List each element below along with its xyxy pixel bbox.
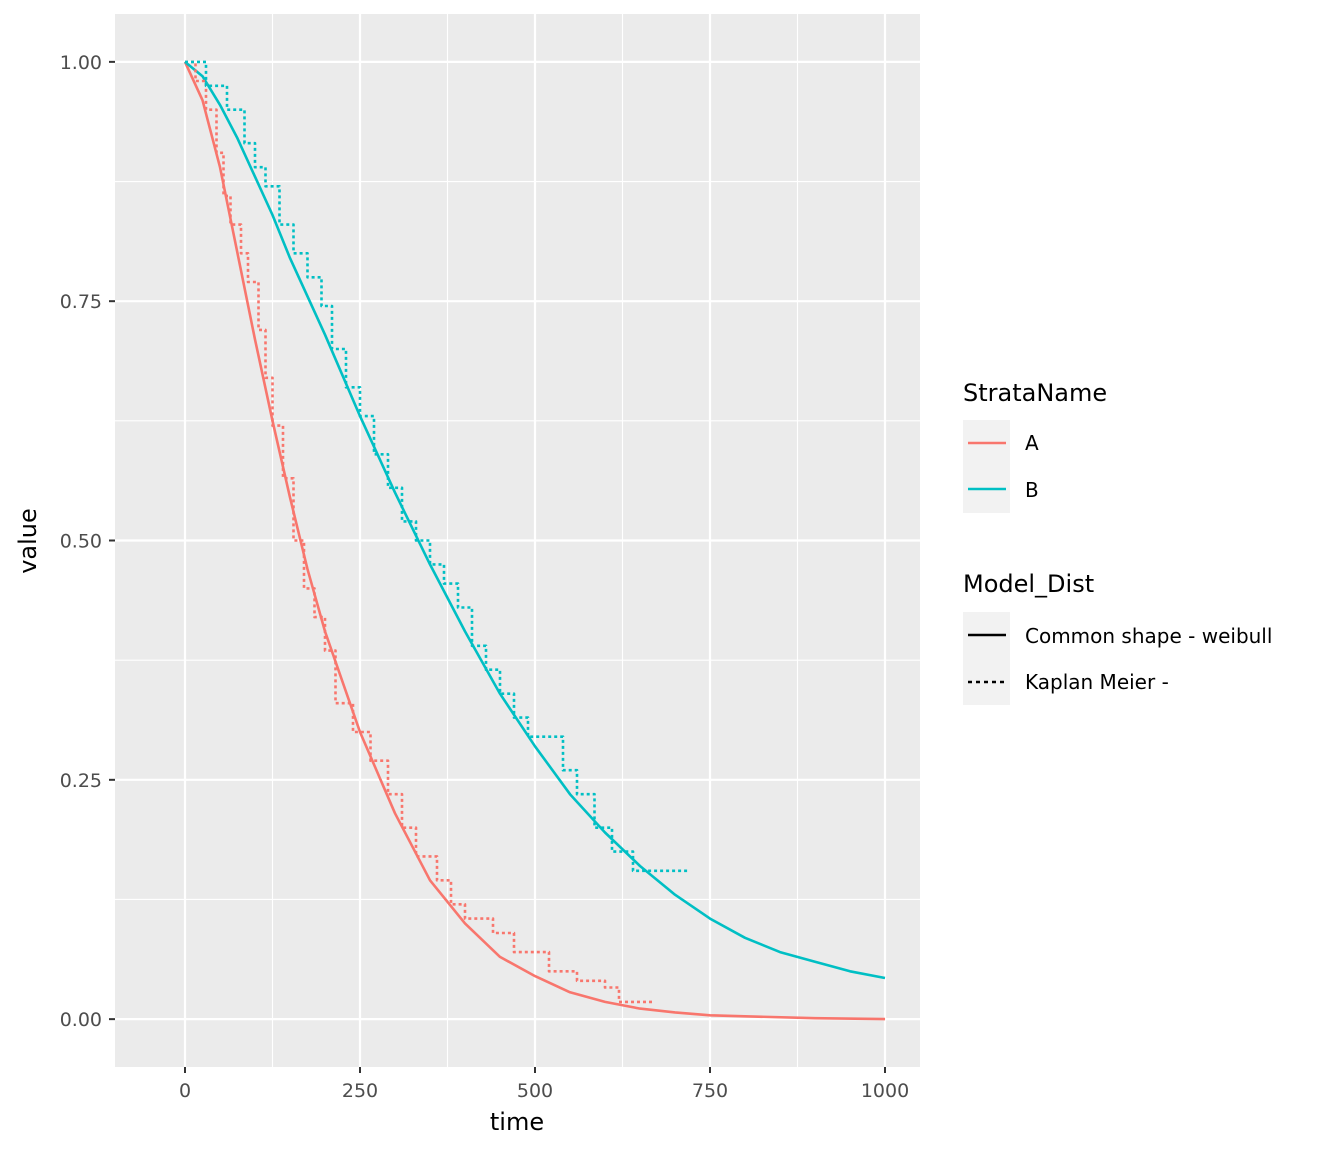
x-tick-label: 0 (179, 1080, 191, 1102)
legend-model-key-bg (963, 612, 1010, 705)
legend-strata-key-bg (963, 420, 1010, 513)
y-tick-label: 0.25 (60, 770, 102, 792)
y-tick-label: 0.00 (60, 1009, 102, 1031)
grid-major (115, 14, 920, 1067)
y-axis: 0.00 0.25 0.50 0.75 1.00 (60, 52, 115, 1031)
legend-strata-title: StrataName (963, 379, 1107, 407)
legend-strata-b-label: B (1025, 478, 1039, 502)
y-axis-title: value (14, 508, 42, 574)
series-a-kaplan-meier-line (185, 60, 654, 1004)
x-tick-label: 750 (692, 1080, 728, 1102)
series-layer (183, 60, 886, 1021)
y-tick-label: 0.75 (60, 291, 102, 313)
series-b-kaplan-meier-line (185, 60, 689, 873)
legend-model: Model_Dist Common shape - weibull Kaplan… (963, 570, 1272, 705)
y-tick-label: 0.50 (60, 531, 102, 553)
legend-strata-a-label: A (1025, 431, 1039, 455)
series-b-weibull-line (184, 60, 886, 980)
x-tick-label: 500 (517, 1080, 553, 1102)
x-axis-title: time (490, 1108, 544, 1136)
legend-model-weibull-label: Common shape - weibull (1025, 624, 1272, 648)
y-tick-label: 1.00 (60, 52, 102, 74)
x-axis: 0 250 500 750 1000 (179, 1067, 909, 1102)
legend-strata: StrataName A B (963, 379, 1107, 513)
series-a-weibull-line (183, 61, 886, 1021)
legend-model-km-label: Kaplan Meier - (1025, 670, 1169, 694)
legend-model-title: Model_Dist (963, 570, 1094, 598)
x-tick-label: 250 (342, 1080, 378, 1102)
x-tick-label: 1000 (861, 1080, 909, 1102)
